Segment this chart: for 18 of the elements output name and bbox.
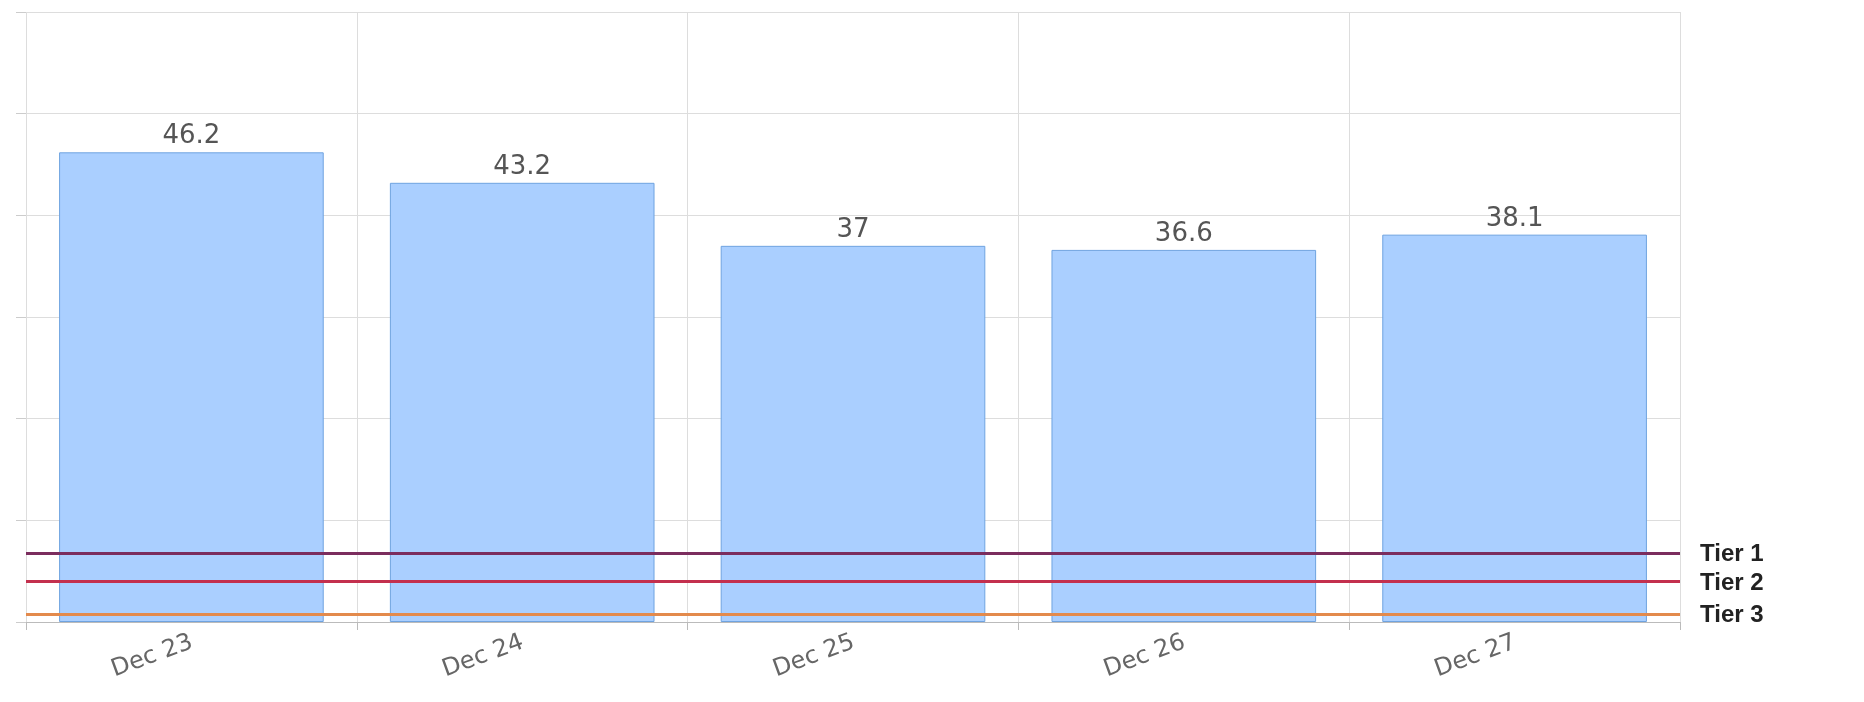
- bar: [1382, 234, 1647, 622]
- x-tick-label: Dec 24: [437, 626, 527, 683]
- bar: [389, 182, 655, 622]
- x-tick-label: Dec 27: [1430, 626, 1520, 683]
- bar: [59, 152, 324, 622]
- ref-line-label: Tier 1: [1700, 539, 1764, 567]
- data-label: 43.2: [493, 149, 552, 180]
- x-tick-label: Dec 25: [768, 626, 858, 683]
- bar: [720, 245, 986, 622]
- data-label: 38.1: [1485, 201, 1544, 232]
- x-tick-label: Dec 23: [107, 626, 197, 683]
- data-label: 36.6: [1154, 216, 1213, 247]
- bar: [1051, 249, 1317, 622]
- data-label: 46.2: [162, 119, 221, 150]
- ref-line-label: Tier 2: [1700, 567, 1764, 595]
- data-label: 37: [836, 212, 870, 243]
- x-tick-label: Dec 26: [1099, 626, 1189, 683]
- ref-line-label: Tier 3: [1700, 600, 1764, 628]
